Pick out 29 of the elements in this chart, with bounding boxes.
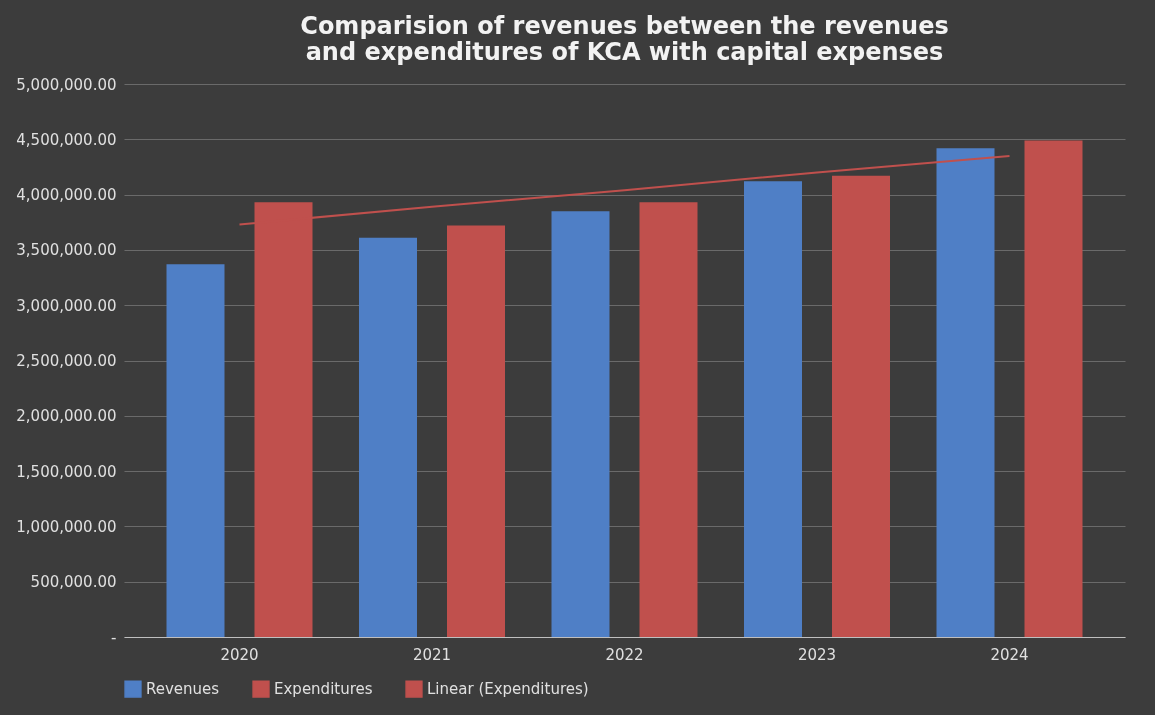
legend-label: Linear (Expenditures) — [427, 680, 589, 699]
x-tick-label: 2021 — [412, 645, 452, 664]
y-tick-label: 500,000.00 — [30, 573, 117, 592]
y-tick-label: 5,000,000.00 — [16, 75, 117, 94]
bar — [639, 202, 698, 637]
legend-label: Revenues — [146, 680, 220, 699]
bar — [832, 175, 890, 637]
y-tick-label: 2,000,000.00 — [16, 407, 117, 426]
bar — [359, 237, 417, 637]
y-tick-label: 1,000,000.00 — [16, 517, 117, 536]
bar — [551, 211, 610, 637]
legend-label: Expenditures — [274, 680, 373, 699]
y-tick-label: 4,000,000.00 — [16, 186, 117, 205]
x-tick-label: 2022 — [605, 645, 644, 664]
y-tick-label: 3,500,000.00 — [16, 241, 117, 260]
chart-title: Comparision of revenues between the revenues and expenditures of KCA with capital expenses — [300, 12, 949, 66]
bar — [744, 181, 802, 637]
bar — [447, 225, 505, 637]
x-tick-label: 2023 — [797, 645, 837, 664]
x-tick-label: 2020 — [220, 645, 259, 664]
bar — [166, 264, 225, 637]
y-tick-label: 3,000,000.00 — [16, 296, 117, 315]
bar — [1024, 140, 1083, 637]
y-tick-label: - — [111, 628, 117, 647]
x-tick-label: 2024 — [990, 645, 1029, 664]
y-tick-label: 4,500,000.00 — [16, 130, 117, 149]
y-tick-label: 2,500,000.00 — [16, 352, 117, 370]
y-tick-label: 1,500,000.00 — [16, 462, 117, 481]
bar — [936, 148, 995, 637]
